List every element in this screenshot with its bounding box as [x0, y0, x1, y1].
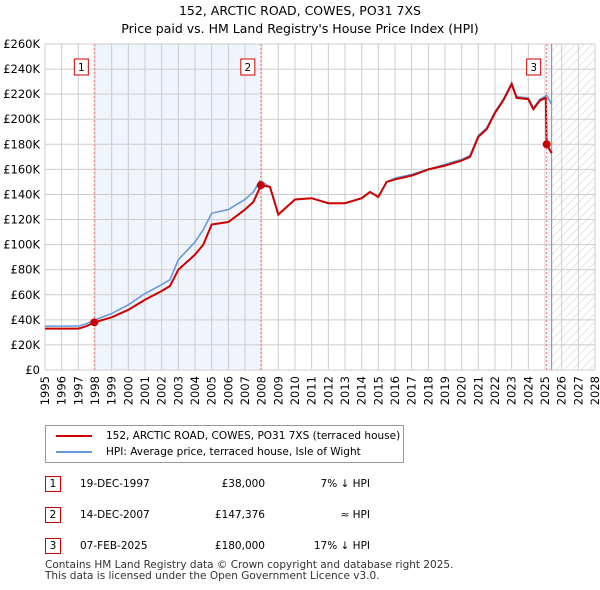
sale-number: 2 [45, 507, 61, 523]
sale-number: 1 [45, 476, 61, 492]
legend-swatch [56, 451, 92, 453]
sale-label: 1 [78, 62, 85, 74]
shaded-period [546, 44, 552, 370]
x-tick-label: 1995 [38, 376, 52, 405]
x-tick-label: 2020 [455, 376, 469, 405]
sale-price: £147,376 [214, 509, 265, 521]
sale-hpi-comparison: 7% ↓ HPI [320, 478, 370, 490]
sale-label: 3 [530, 62, 537, 74]
title: 152, ARCTIC ROAD, COWES, PO31 7XS [178, 3, 421, 18]
x-tick-label: 2027 [571, 376, 585, 405]
sale-point [90, 318, 99, 327]
y-tick-label: £100K [3, 238, 40, 252]
x-tick-label: 1997 [71, 376, 85, 405]
price-paid-line [45, 81, 553, 330]
x-tick-label: 1998 [88, 376, 102, 405]
x-tick-label: 2000 [121, 376, 135, 405]
x-tick-label: 2002 [155, 376, 169, 405]
footer-copyright: Contains HM Land Registry data © Crown c… [45, 559, 454, 571]
x-tick-label: 2005 [205, 376, 219, 405]
x-tick-label: 2006 [221, 376, 235, 405]
x-tick-label: 2021 [471, 376, 485, 405]
subtitle: Price paid vs. HM Land Registry's House … [121, 21, 479, 36]
table-row: 2 14-DEC-2007 £147,376 ≈ HPI [45, 507, 445, 525]
legend: 152, ARCTIC ROAD, COWES, PO31 7XS (terra… [45, 425, 404, 463]
x-tick-label: 1996 [55, 376, 69, 405]
sale-price: £38,000 [221, 478, 265, 490]
sale-label-box [240, 58, 256, 76]
x-tick-label: 2017 [405, 376, 419, 405]
legend-label: HPI: Average price, terraced house, Isle… [106, 446, 361, 458]
x-tick-label: 2013 [338, 376, 352, 405]
x-tick-label: 2003 [171, 376, 185, 405]
sale-label-box [526, 58, 542, 76]
x-tick-label: 2011 [305, 376, 319, 405]
y-tick-label: £240K [3, 62, 40, 76]
y-tick-label: £120K [3, 213, 40, 227]
y-tick-label: £60K [11, 288, 41, 302]
y-tick-label: £140K [3, 187, 40, 201]
x-tick-label: 2001 [138, 376, 152, 405]
y-tick-label: £20K [11, 338, 41, 352]
x-tick-label: 2014 [355, 376, 369, 405]
footer-licence: This data is licensed under the Open Gov… [45, 570, 380, 582]
sale-price: £180,000 [214, 540, 265, 552]
table-row: 1 19-DEC-1997 £38,000 7% ↓ HPI [45, 476, 445, 494]
sale-label-box [73, 58, 89, 76]
x-tick-label: 2012 [321, 376, 335, 405]
x-tick-label: 2016 [388, 376, 402, 405]
x-tick-label: 2023 [505, 376, 519, 405]
legend-swatch [56, 435, 92, 437]
table-row: 3 07-FEB-2025 £180,000 17% ↓ HPI [45, 538, 445, 556]
sale-point [542, 140, 551, 149]
sale-number: 3 [45, 538, 61, 554]
y-tick-label: £40K [11, 313, 41, 327]
y-tick-label: £220K [3, 87, 40, 101]
sale-hpi-comparison: ≈ HPI [340, 509, 370, 521]
footer: Contains HM Land Registry data © Crown c… [45, 560, 453, 582]
sale-date: 14-DEC-2007 [80, 509, 150, 521]
x-tick-label: 2024 [521, 376, 535, 405]
forecast-hatch [551, 44, 595, 370]
legend-label: 152, ARCTIC ROAD, COWES, PO31 7XS (terra… [106, 430, 401, 442]
x-tick-label: 2019 [438, 376, 452, 405]
x-tick-label: 2026 [555, 376, 569, 405]
x-tick-label: 2004 [188, 376, 202, 405]
legend-item-hpi: HPI: Average price, terraced house, Isle… [56, 446, 361, 458]
x-tick-label: 2007 [238, 376, 252, 405]
x-tick-label: 2025 [538, 376, 552, 405]
chart-title: 152, ARCTIC ROAD, COWES, PO31 7XS Price … [0, 2, 600, 38]
y-tick-label: £80K [11, 263, 41, 277]
y-tick-label: £260K [3, 37, 40, 51]
price-chart: £0 £20K £40K £60K £80K £100K £120K £140K £160K £1… [3, 37, 600, 405]
x-tick-label: 2022 [488, 376, 502, 405]
x-tick-label: 2018 [421, 376, 435, 405]
x-tick-label: 2008 [255, 376, 269, 405]
sale-hpi-comparison: 17% ↓ HPI [313, 540, 370, 552]
sale-date: 19-DEC-1997 [80, 478, 150, 490]
y-tick-label: £0 [25, 363, 40, 377]
x-tick-label: 2010 [288, 376, 302, 405]
sale-label: 2 [244, 62, 251, 74]
shaded-period [94, 44, 261, 370]
x-tick-label: 2009 [271, 376, 285, 405]
y-tick-label: £200K [3, 112, 40, 126]
sale-point [256, 181, 265, 190]
sale-date: 07-FEB-2025 [80, 540, 148, 552]
legend-item-price-paid: 152, ARCTIC ROAD, COWES, PO31 7XS (terra… [56, 430, 400, 442]
y-tick-label: £160K [3, 162, 40, 176]
x-tick-label: 1999 [105, 376, 119, 405]
y-tick-label: £180K [3, 137, 40, 151]
x-tick-label: 2015 [371, 376, 385, 405]
x-tick-label: 2028 [588, 376, 600, 405]
